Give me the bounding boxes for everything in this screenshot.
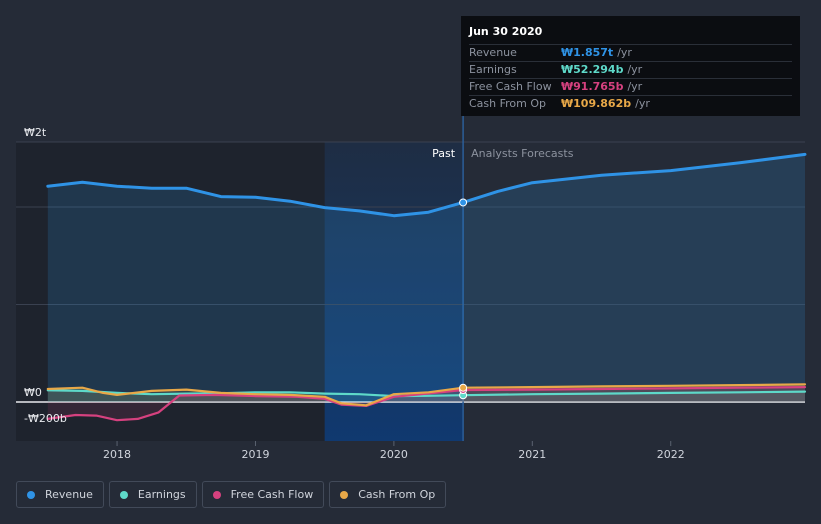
tooltip-label: Earnings — [469, 63, 517, 76]
tooltip-label: Revenue — [469, 46, 517, 59]
legend-label: Cash From Op — [358, 488, 436, 501]
tooltip-value: ₩52.294b — [561, 63, 624, 76]
series-point-marker — [459, 198, 468, 207]
tooltip: Jun 30 2020 Revenue ₩1.857t /yr Earnings… — [461, 16, 800, 116]
legend-dot-icon — [119, 490, 128, 499]
legend-item-cash-from-op[interactable]: Cash From Op — [329, 481, 447, 508]
tooltip-row-earnings: Earnings ₩52.294b /yr — [469, 61, 792, 78]
tooltip-unit: /yr — [635, 97, 650, 110]
tooltip-row-cash-from-op: Cash From Op ₩109.862b /yr — [469, 95, 792, 112]
legend-dot-icon — [212, 490, 221, 499]
tooltip-value: ₩91.765b — [561, 80, 624, 93]
legend-label: Free Cash Flow — [230, 488, 314, 501]
legend: Revenue Earnings Free Cash Flow Cash Fro… — [16, 481, 451, 508]
series-line-free-cash-flow — [46, 386, 807, 422]
forecast-label: Analysts Forecasts — [471, 147, 574, 160]
y-tick-label: ₩0 — [24, 386, 42, 399]
legend-label: Earnings — [137, 488, 186, 501]
legend-dot-icon — [340, 490, 349, 499]
series-point-marker — [459, 383, 468, 392]
tooltip-unit: /yr — [617, 46, 632, 59]
y-tick-label: -₩200b — [24, 412, 67, 425]
y-tick-label: ₩2t — [24, 126, 47, 139]
x-tick-label: 2018 — [103, 448, 131, 461]
tooltip-unit: /yr — [627, 80, 643, 93]
legend-label: Revenue — [45, 488, 93, 501]
x-tick-label: 2020 — [380, 448, 408, 461]
series-area-free-cash-flow — [47, 387, 806, 421]
x-tick-label: 2019 — [241, 448, 269, 461]
legend-item-free-cash-flow[interactable]: Free Cash Flow — [201, 481, 325, 508]
tooltip-value: ₩1.857t — [561, 46, 614, 59]
tooltip-unit: /yr — [627, 63, 643, 76]
x-tick-label: 2021 — [518, 448, 546, 461]
tooltip-value: ₩109.862b — [561, 97, 632, 110]
legend-dot-icon — [27, 490, 35, 499]
tooltip-row-revenue: Revenue ₩1.857t /yr — [469, 44, 792, 61]
x-tick-label: 2022 — [657, 448, 685, 461]
tooltip-label: Cash From Op — [469, 97, 547, 110]
legend-item-earnings[interactable]: Earnings — [108, 481, 197, 508]
series-line-earnings — [46, 389, 807, 398]
tooltip-row-free-cash-flow: Free Cash Flow ₩91.765b /yr — [469, 78, 792, 95]
tooltip-label: Free Cash Flow — [469, 80, 552, 93]
past-label: Past — [432, 147, 456, 160]
series-area-revenue — [47, 154, 806, 402]
tooltip-date: Jun 30 2020 — [469, 25, 543, 38]
legend-item-revenue[interactable]: Revenue — [16, 481, 104, 508]
series-line-revenue — [46, 152, 807, 218]
series-line-cash-from-op — [46, 383, 807, 407]
